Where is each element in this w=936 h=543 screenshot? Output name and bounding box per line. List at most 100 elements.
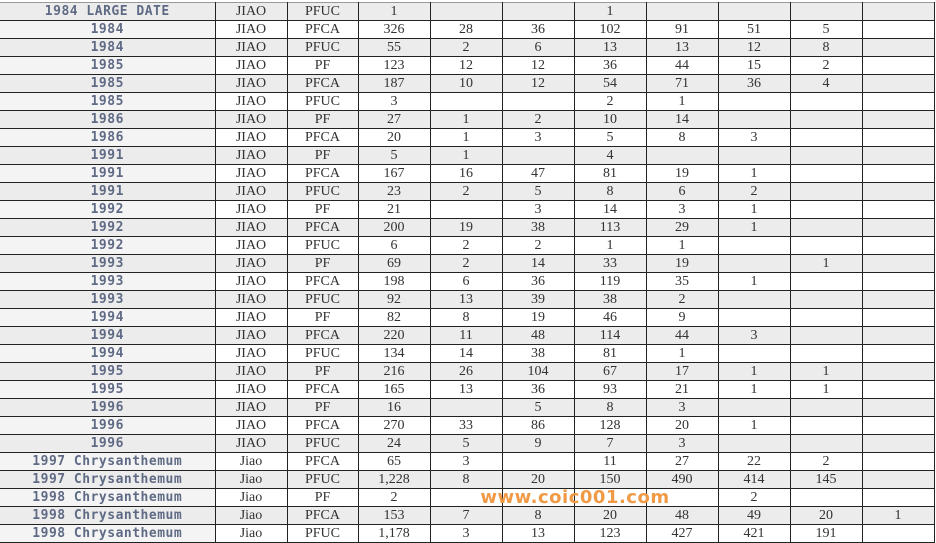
cell-total[interactable]: 123: [358, 56, 431, 75]
cell-total[interactable]: 153: [358, 506, 431, 525]
cell-c6[interactable]: [790, 2, 863, 21]
cell-c1[interactable]: 2: [430, 254, 503, 273]
cell-type[interactable]: PF: [287, 146, 359, 165]
cell-c4[interactable]: 91: [646, 20, 719, 39]
cell-c4[interactable]: 44: [646, 326, 719, 345]
cell-c1[interactable]: 19: [430, 218, 503, 237]
cell-c5[interactable]: [718, 236, 791, 255]
cell-c3[interactable]: 13: [574, 38, 647, 57]
cell-c6[interactable]: 2: [790, 452, 863, 471]
cell-c1[interactable]: 1: [430, 110, 503, 129]
cell-c7[interactable]: [862, 236, 935, 255]
cell-c3[interactable]: 8: [574, 398, 647, 417]
cell-c3[interactable]: 128: [574, 416, 647, 435]
cell-label[interactable]: 1995: [0, 362, 216, 381]
cell-c4[interactable]: [646, 146, 719, 165]
cell-type[interactable]: PFUC: [287, 344, 359, 363]
cell-c7[interactable]: [862, 524, 935, 543]
cell-c2[interactable]: 3: [502, 200, 575, 219]
cell-c3[interactable]: 8: [574, 182, 647, 201]
cell-c5[interactable]: 1: [718, 416, 791, 435]
cell-person[interactable]: JIAO: [215, 146, 288, 165]
cell-label[interactable]: 1997 Chrysanthemum: [0, 470, 216, 489]
cell-c3[interactable]: 81: [574, 164, 647, 183]
cell-c2[interactable]: 104: [502, 362, 575, 381]
cell-c3[interactable]: 2: [574, 92, 647, 111]
cell-label[interactable]: 1992: [0, 200, 216, 219]
cell-c5[interactable]: [718, 110, 791, 129]
cell-type[interactable]: PFUC: [287, 290, 359, 309]
cell-c3[interactable]: 46: [574, 308, 647, 327]
cell-c4[interactable]: 29: [646, 218, 719, 237]
cell-c4[interactable]: 8: [646, 128, 719, 147]
cell-c4[interactable]: 20: [646, 416, 719, 435]
cell-c6[interactable]: 4: [790, 74, 863, 93]
cell-c3[interactable]: 113: [574, 218, 647, 237]
cell-total[interactable]: 167: [358, 164, 431, 183]
cell-type[interactable]: PFCA: [287, 74, 359, 93]
cell-c1[interactable]: 7: [430, 506, 503, 525]
cell-person[interactable]: JIAO: [215, 380, 288, 399]
cell-c4[interactable]: 44: [646, 56, 719, 75]
cell-total[interactable]: 5: [358, 146, 431, 165]
cell-c1[interactable]: 16: [430, 164, 503, 183]
cell-c1[interactable]: 8: [430, 470, 503, 489]
cell-c7[interactable]: [862, 470, 935, 489]
cell-c5[interactable]: 1: [718, 272, 791, 291]
cell-c1[interactable]: 6: [430, 272, 503, 291]
cell-c4[interactable]: 19: [646, 254, 719, 273]
cell-type[interactable]: PFCA: [287, 164, 359, 183]
cell-c1[interactable]: 5: [430, 434, 503, 453]
cell-label[interactable]: 1986: [0, 128, 216, 147]
cell-c4[interactable]: 13: [646, 38, 719, 57]
cell-c7[interactable]: [862, 56, 935, 75]
cell-person[interactable]: JIAO: [215, 74, 288, 93]
cell-c4[interactable]: 21: [646, 380, 719, 399]
cell-type[interactable]: PFUC: [287, 434, 359, 453]
cell-c2[interactable]: 5: [502, 182, 575, 201]
cell-c4[interactable]: 9: [646, 308, 719, 327]
cell-c7[interactable]: [862, 398, 935, 417]
cell-c6[interactable]: [790, 164, 863, 183]
cell-c3[interactable]: 10: [574, 110, 647, 129]
cell-c1[interactable]: 10: [430, 74, 503, 93]
cell-total[interactable]: 69: [358, 254, 431, 273]
cell-person[interactable]: Jiao: [215, 488, 288, 507]
cell-c6[interactable]: [790, 398, 863, 417]
cell-person[interactable]: Jiao: [215, 452, 288, 471]
cell-total[interactable]: 198: [358, 272, 431, 291]
cell-c2[interactable]: 12: [502, 74, 575, 93]
cell-person[interactable]: JIAO: [215, 38, 288, 57]
cell-type[interactable]: PFUC: [287, 470, 359, 489]
cell-total[interactable]: 220: [358, 326, 431, 345]
cell-total[interactable]: 16: [358, 398, 431, 417]
cell-c6[interactable]: [790, 92, 863, 111]
cell-c7[interactable]: [862, 128, 935, 147]
cell-c6[interactable]: [790, 416, 863, 435]
cell-c7[interactable]: 1: [862, 506, 935, 525]
cell-person[interactable]: JIAO: [215, 56, 288, 75]
cell-c7[interactable]: [862, 218, 935, 237]
cell-c3[interactable]: 102: [574, 20, 647, 39]
cell-c6[interactable]: [790, 146, 863, 165]
cell-c4[interactable]: 1: [646, 344, 719, 363]
cell-person[interactable]: JIAO: [215, 272, 288, 291]
cell-c6[interactable]: 191: [790, 524, 863, 543]
cell-type[interactable]: PFCA: [287, 506, 359, 525]
cell-c3[interactable]: 81: [574, 344, 647, 363]
cell-c3[interactable]: 114: [574, 326, 647, 345]
cell-c7[interactable]: [862, 272, 935, 291]
cell-c5[interactable]: 414: [718, 470, 791, 489]
cell-type[interactable]: PFUC: [287, 92, 359, 111]
cell-label[interactable]: 1997 Chrysanthemum: [0, 452, 216, 471]
cell-c7[interactable]: [862, 2, 935, 21]
cell-c1[interactable]: 13: [430, 380, 503, 399]
cell-type[interactable]: PF: [287, 200, 359, 219]
cell-c5[interactable]: [718, 290, 791, 309]
cell-c4[interactable]: 14: [646, 110, 719, 129]
cell-total[interactable]: 1,228: [358, 470, 431, 489]
cell-c3[interactable]: 38: [574, 290, 647, 309]
cell-c4[interactable]: 3: [646, 200, 719, 219]
cell-c6[interactable]: [790, 182, 863, 201]
cell-type[interactable]: PFCA: [287, 416, 359, 435]
